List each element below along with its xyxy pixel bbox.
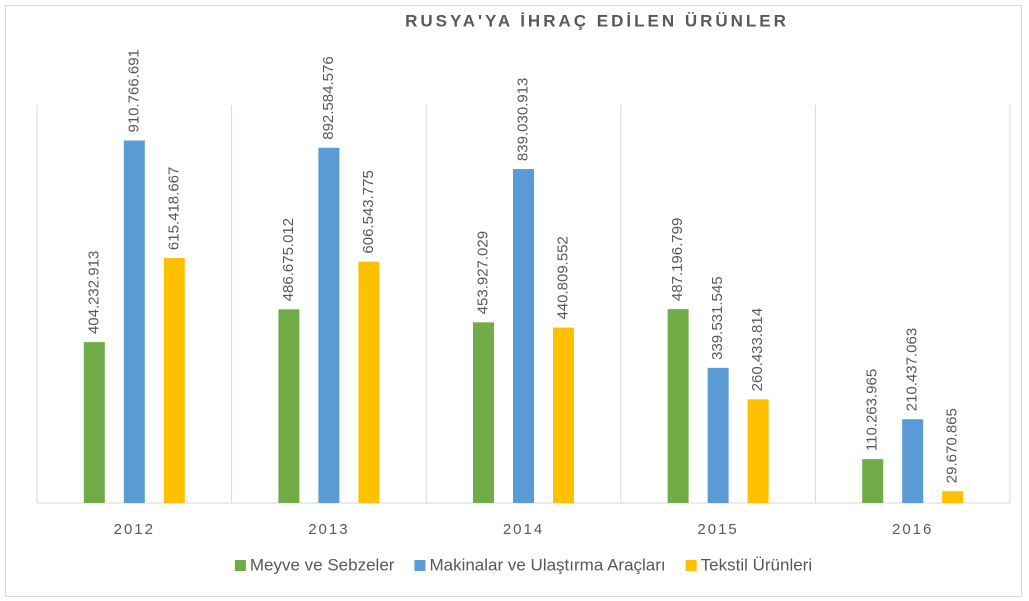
bar [83, 342, 105, 503]
legend-swatch [414, 560, 426, 571]
value-label: 606.543.775 [360, 170, 377, 253]
bar [553, 327, 574, 503]
bar [747, 399, 769, 503]
value-label: 453.927.029 [474, 231, 491, 314]
bar [358, 261, 380, 503]
bar [942, 491, 964, 503]
bar [318, 147, 340, 503]
x-tick-label: 2015 [697, 521, 738, 538]
legend-swatch [685, 560, 697, 571]
chart-title: RUSYA'YA İHRAÇ EDİLEN ÜRÜNLER [405, 11, 789, 30]
legend-label: Meyve ve Sebzeler [250, 555, 395, 574]
bar [163, 258, 185, 503]
bar [667, 309, 689, 503]
value-label: 210.437.063 [904, 328, 921, 411]
x-tick-label: 2012 [114, 521, 155, 538]
legend-label: Makinalar ve Ulaştırma Araçları [429, 555, 665, 574]
bar [862, 459, 884, 503]
value-label: 440.809.552 [554, 236, 571, 319]
bar [902, 419, 924, 503]
value-label: 892.584.576 [320, 56, 337, 139]
bar [473, 322, 494, 503]
legend-swatch [234, 560, 246, 571]
value-label: 29.670.865 [944, 408, 961, 483]
value-label: 487.196.799 [669, 218, 686, 301]
bar [123, 140, 145, 503]
bar [707, 367, 729, 503]
value-label: 910.766.691 [125, 49, 142, 132]
value-label: 260.433.814 [749, 308, 766, 391]
value-label: 839.030.913 [514, 78, 531, 161]
x-tick-label: 2014 [503, 521, 544, 538]
legend-label: Tekstil Ürünleri [701, 555, 812, 574]
bar [278, 309, 300, 503]
value-label: 339.531.545 [709, 276, 726, 359]
x-tick-label: 2013 [308, 521, 349, 538]
bar [513, 169, 534, 504]
value-label: 110.263.965 [864, 369, 881, 451]
value-label: 404.232.913 [85, 251, 102, 334]
value-label: 615.418.667 [165, 167, 182, 250]
x-tick-label: 2016 [892, 521, 933, 538]
value-label: 486.675.012 [280, 218, 297, 301]
